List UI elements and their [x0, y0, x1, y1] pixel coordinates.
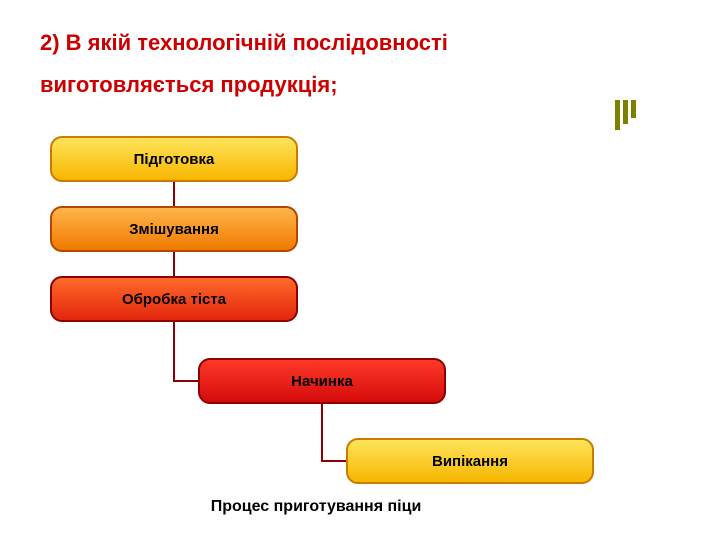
flow-node-label: Начинка: [283, 373, 361, 390]
flow-node-label: Випікання: [424, 453, 516, 470]
flow-node-n2: Змішування: [50, 206, 298, 252]
connector: [173, 252, 175, 276]
accent-bars: [612, 100, 636, 130]
flow-node-label: Підготовка: [126, 151, 223, 168]
flow-node-n1: Підготовка: [50, 136, 298, 182]
connector: [173, 380, 198, 382]
flow-node-label: Змішування: [121, 221, 227, 238]
connector: [173, 182, 175, 206]
flow-node-label: Обробка тіста: [114, 291, 234, 308]
connector: [321, 460, 346, 462]
diagram-caption: Процес приготування піци: [166, 498, 466, 516]
connector: [173, 322, 175, 380]
accent-bar: [631, 100, 636, 118]
flow-node-n4: Начинка: [198, 358, 446, 404]
slide-title: 2) В якій технологічній послідовності ви…: [40, 22, 600, 106]
accent-bar: [615, 100, 620, 130]
slide: 2) В якій технологічній послідовності ви…: [0, 0, 720, 540]
flow-node-n5: Випікання: [346, 438, 594, 484]
connector: [321, 404, 323, 460]
accent-bar: [623, 100, 628, 124]
flow-node-n3: Обробка тіста: [50, 276, 298, 322]
